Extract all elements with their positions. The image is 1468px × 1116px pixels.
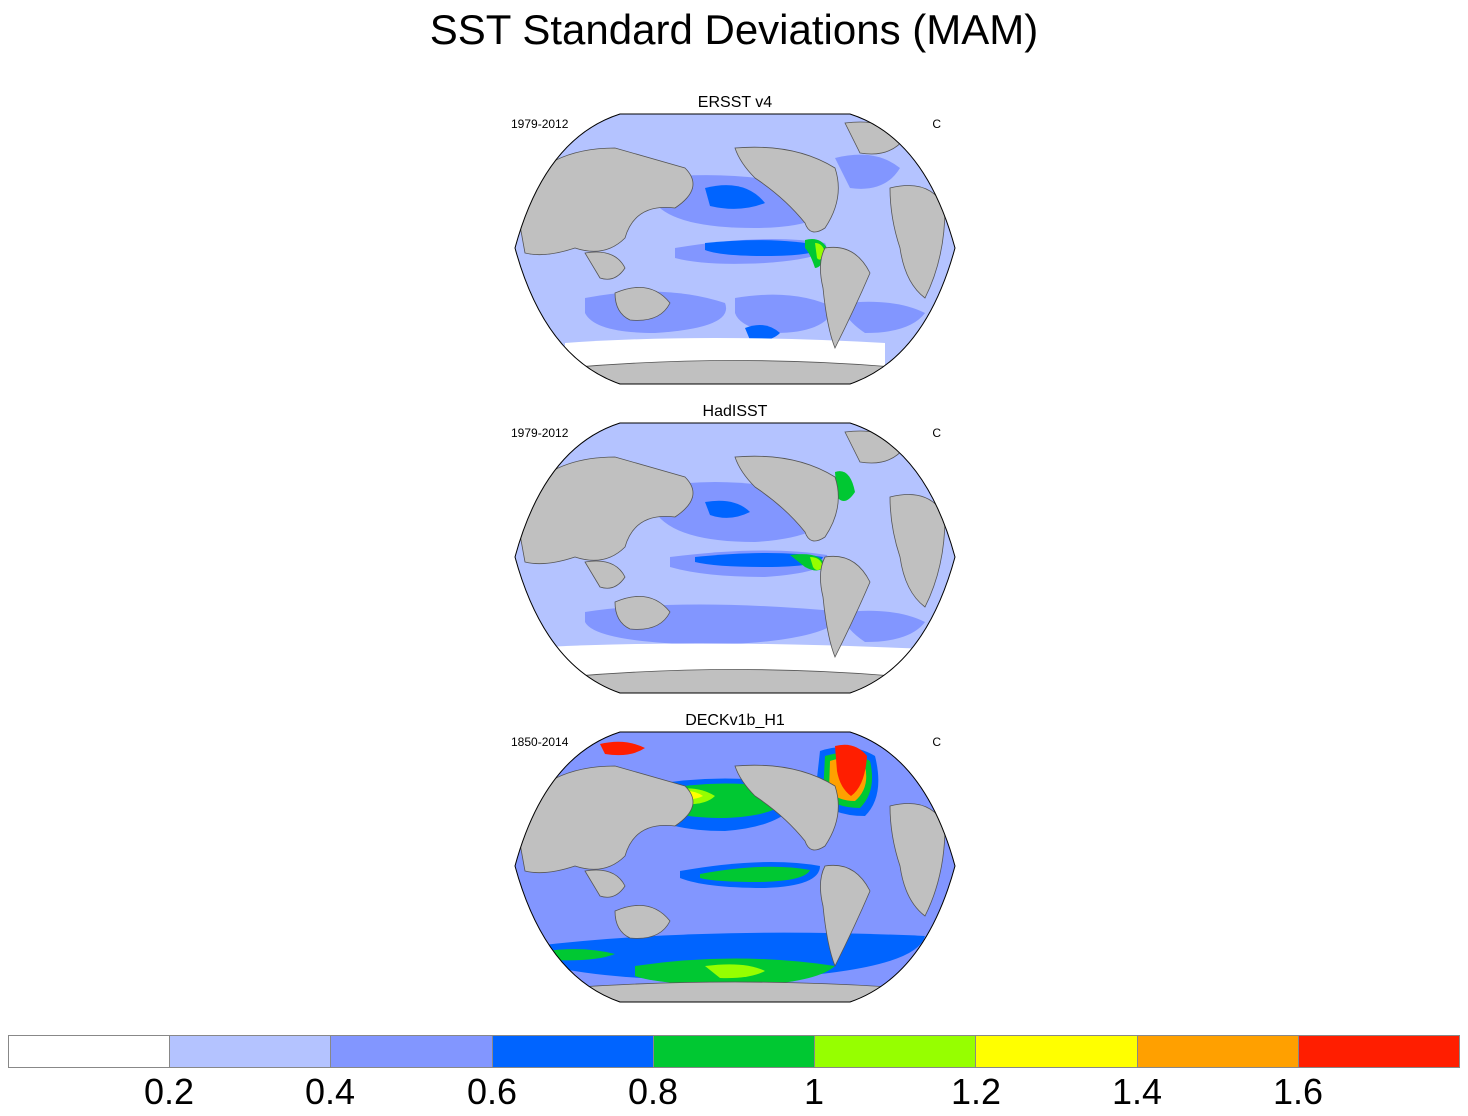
sst-contour	[835, 471, 855, 501]
colorbar-box	[815, 1036, 977, 1067]
land-mass	[564, 669, 906, 693]
land-mass	[584, 251, 626, 280]
sst-contour	[705, 964, 765, 979]
colorbar-box	[976, 1036, 1138, 1067]
land-mass	[820, 555, 871, 658]
panel-units: C	[932, 735, 941, 749]
land-mass	[614, 905, 671, 939]
colorbar-box	[170, 1036, 332, 1067]
panel-units: C	[932, 117, 941, 131]
land-mass	[734, 764, 839, 851]
colorbar-box	[1137, 1036, 1299, 1067]
sst-contour	[705, 240, 823, 256]
world-map-deck	[514, 731, 956, 1003]
sst-contour	[705, 500, 750, 518]
sst-contour	[705, 185, 765, 209]
sst-contour	[835, 744, 867, 796]
panel-period: 1979-2012	[511, 117, 569, 131]
sst-contour	[835, 154, 900, 189]
sst-contour	[735, 294, 835, 333]
colorbar-label: 1.2	[950, 1071, 1002, 1112]
sst-contour	[845, 301, 925, 333]
panel-title: DECKv1b_H1	[685, 712, 785, 729]
land-mass	[820, 246, 871, 349]
land-mass	[515, 456, 694, 565]
land-mass	[734, 455, 839, 542]
map-panel-deck: DECKv1b_H1 1850-2014 C	[505, 712, 965, 1012]
land-mass	[820, 864, 871, 967]
panel-period: 1850-2014	[511, 735, 569, 749]
figure-title: SST Standard Deviations (MAM)	[429, 6, 1039, 53]
map-panel-hadisst: HadISST 1979-2012 C	[505, 403, 965, 703]
colorbar-box	[492, 1036, 654, 1067]
colorbar-label: 1	[803, 1071, 825, 1112]
land-mass	[734, 146, 839, 233]
colorbar-label: 1.6	[1272, 1071, 1324, 1112]
world-map-hadisst	[514, 422, 956, 694]
panel-title: ERSST v4	[697, 94, 773, 111]
land-mass	[584, 869, 626, 898]
panel-units: C	[932, 426, 941, 440]
colorbar-box	[1298, 1036, 1459, 1067]
land-mass	[614, 596, 671, 630]
land-mass	[889, 185, 946, 299]
sst-contour	[545, 949, 615, 961]
colorbar-label: 0.6	[466, 1071, 518, 1112]
panel-period: 1979-2012	[511, 426, 569, 440]
colorbar-label: 0.4	[304, 1071, 356, 1112]
colorbar-label: 1.4	[1111, 1071, 1163, 1112]
colorbar-box	[331, 1036, 493, 1067]
map-panel-ersst: ERSST v4 1979-2012 C	[505, 94, 965, 394]
sst-contour	[845, 610, 925, 642]
panel-title: HadISST	[702, 403, 768, 420]
colorbar-box	[653, 1036, 816, 1067]
land-mass	[889, 494, 946, 608]
colorbar	[8, 1035, 1460, 1068]
colorbar-box	[9, 1036, 171, 1067]
land-mass	[614, 287, 671, 321]
land-mass	[515, 765, 694, 874]
sst-contour	[695, 553, 823, 567]
colorbar-label: 0.2	[143, 1071, 195, 1112]
sst-contour	[745, 324, 780, 341]
land-mass	[564, 981, 906, 1002]
colorbar-label: 0.8	[627, 1071, 679, 1112]
land-mass	[515, 147, 694, 256]
land-mass	[564, 360, 906, 384]
sst-contour	[700, 866, 810, 882]
map-border	[514, 422, 956, 694]
map-border	[514, 113, 956, 385]
map-border	[514, 731, 956, 1003]
land-mass	[889, 803, 946, 917]
sst-contour	[600, 741, 645, 756]
sst-contour	[810, 557, 823, 570]
world-map-ersst	[514, 113, 956, 385]
land-mass	[584, 560, 626, 589]
